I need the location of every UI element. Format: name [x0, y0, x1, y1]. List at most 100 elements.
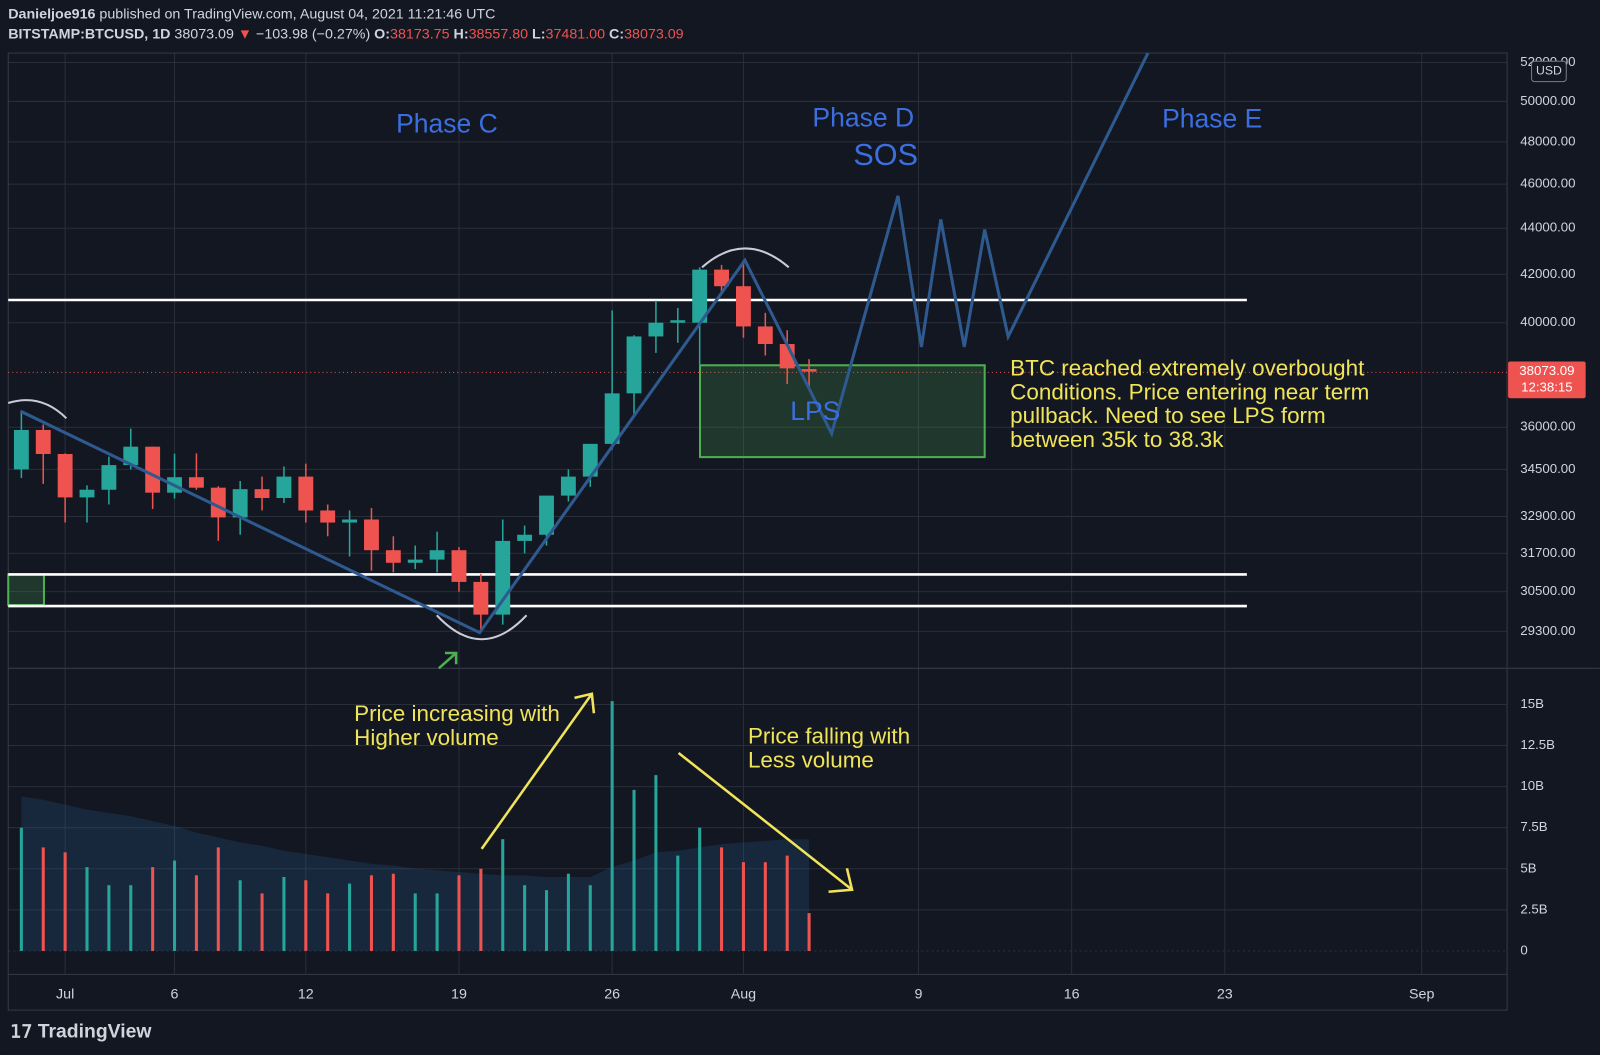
candle-body: [626, 336, 642, 394]
note-line: Conditions. Price entering near term: [1010, 379, 1369, 404]
x-tick-label: 6: [171, 987, 179, 1003]
v-tick-label: 15B: [1520, 696, 1544, 711]
volume-bar: [807, 913, 811, 951]
volume-bar: [632, 789, 636, 951]
y-tick-label: 44000.00: [1520, 220, 1575, 235]
note-line: between 35k to 38.3k: [1010, 427, 1224, 452]
arrow: [437, 651, 458, 670]
phase-label: Phase D: [812, 102, 914, 132]
notes: BTC reached extremely overboughtConditio…: [354, 355, 1369, 772]
y-tick-label: 32900.00: [1520, 508, 1575, 523]
volume-bar: [523, 885, 527, 951]
candle-body: [320, 510, 336, 523]
volume-bar: [457, 875, 461, 951]
event-label: SOS: [853, 138, 918, 172]
candle-body: [145, 446, 161, 493]
symbol-line: BITSTAMP:BTCUSD, 1D 38073.09 ▼ −103.98 (…: [8, 26, 683, 42]
price-tag: [1508, 361, 1586, 399]
y-tick-label: 29300.00: [1520, 623, 1575, 638]
y-tick-label: 46000.00: [1520, 176, 1575, 191]
x-tick-label: Jul: [56, 987, 74, 1003]
annotations: Phase C Phase D SOS Phase E LPS: [396, 102, 1262, 426]
volume-bar: [194, 875, 198, 951]
event-label: LPS: [790, 396, 840, 426]
author: Danieljoe916: [8, 6, 95, 22]
currency-badge: [1531, 60, 1567, 83]
volume-bar: [348, 883, 352, 951]
support-zone: [7, 573, 45, 607]
candle-body: [495, 540, 511, 615]
volume-bar: [19, 827, 23, 951]
y-tick-label: 48000.00: [1520, 133, 1575, 148]
lps-zone: [698, 364, 986, 459]
v-tick-label: 5B: [1520, 860, 1536, 875]
candle-body: [79, 489, 95, 498]
publish-line: Danieljoe916 published on TradingView.co…: [8, 6, 495, 22]
x-tick-label: 23: [1217, 987, 1233, 1003]
plot-frame: [7, 52, 1508, 1011]
y-tick-label: 50000.00: [1520, 93, 1575, 108]
candle-body: [473, 581, 489, 615]
candle-body: [188, 477, 204, 488]
note-line: BTC reached extremely overbought: [1010, 355, 1365, 380]
ohlc-label: L:: [532, 26, 545, 42]
volume-bar: [588, 885, 592, 951]
v-tick-label: 0: [1520, 942, 1527, 957]
candle-body: [582, 443, 598, 477]
volume-bar: [741, 862, 745, 951]
x-tick-label: Sep: [1409, 987, 1434, 1003]
ohlc-value: 37481.00: [546, 26, 606, 42]
arc: [7, 399, 68, 420]
note-line: Higher volume: [354, 725, 499, 750]
candle-body: [714, 269, 729, 287]
volume-bar: [435, 893, 439, 951]
volume-bar: [173, 860, 177, 951]
grid: [8, 53, 1508, 975]
volume-pane: [19, 701, 811, 951]
volume-bar: [413, 893, 417, 951]
arc: [701, 247, 790, 269]
note-line: Price falling with: [748, 724, 910, 749]
phase-label: Phase E: [1162, 103, 1262, 133]
axes: Jul6121926Aug91623Sep52000.0050000.00480…: [56, 54, 1586, 1003]
candle-body: [298, 476, 314, 511]
note-line: Price increasing with: [354, 701, 560, 726]
y-tick-label: 34500.00: [1520, 461, 1575, 476]
volume-bar: [785, 855, 789, 951]
volume-bar: [41, 847, 45, 951]
candle-body: [385, 550, 401, 563]
note-line: Less volume: [748, 748, 874, 773]
volume-bar: [698, 827, 702, 951]
candle-body: [451, 550, 467, 582]
ohlc-label: O:: [374, 26, 390, 42]
candle-body: [801, 369, 817, 372]
candle-body: [429, 550, 445, 560]
volume-bar: [544, 890, 549, 951]
logo-mark: 𝟣𝟩: [10, 1021, 32, 1041]
v-tick-label: 2.5B: [1520, 901, 1547, 916]
volume-bar: [63, 852, 67, 951]
symbol: BITSTAMP:BTCUSD, 1D: [8, 26, 170, 42]
volume-bar: [566, 873, 570, 951]
volume-bar: [326, 893, 330, 951]
price-tag-value: 38073.09: [1519, 363, 1574, 378]
volume-bar: [304, 880, 308, 951]
ohlc-value: 38557.80: [469, 26, 529, 42]
v-tick-label: 7.5B: [1520, 819, 1547, 834]
change-arrow: ▼: [238, 26, 252, 42]
arrow: [480, 692, 596, 850]
y-tick-label: 40000.00: [1520, 314, 1575, 329]
volume-bar: [369, 875, 373, 951]
volume-bar: [720, 847, 724, 951]
ohlc-label: H:: [454, 26, 469, 42]
drawings: [7, 52, 1150, 894]
arc: [436, 614, 528, 641]
projection-path: [19, 52, 1150, 635]
x-tick-label: 16: [1064, 987, 1080, 1003]
candle-body: [35, 429, 51, 455]
x-tick-label: 26: [604, 987, 620, 1003]
v-tick-label: 12.5B: [1520, 737, 1555, 752]
candle-body: [232, 489, 248, 518]
